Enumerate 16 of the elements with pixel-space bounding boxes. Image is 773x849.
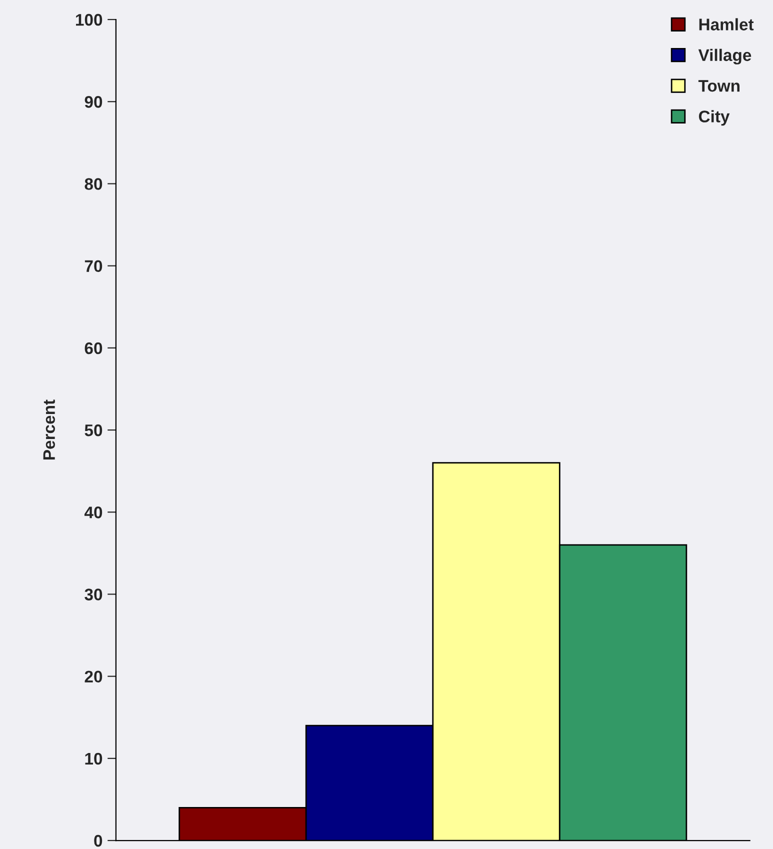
y-tick-label: 80 — [84, 178, 102, 190]
y-axis-title: Percent — [43, 400, 55, 460]
y-tick-label: 100 — [76, 14, 102, 26]
legend-label: City — [698, 110, 730, 126]
y-tick-label: 10 — [85, 752, 102, 765]
y-tick-label: 70 — [84, 260, 102, 272]
legend-label: Hamlet — [699, 18, 754, 30]
y-tick-label: 60 — [84, 342, 102, 354]
y-tick-label: 90 — [84, 96, 102, 108]
legend-label: Village — [698, 48, 752, 64]
y-tick-label: 20 — [84, 670, 102, 683]
y-tick-label: 30 — [84, 588, 102, 600]
y-tick-label: 50 — [84, 424, 102, 436]
y-tick-label: 40 — [84, 506, 102, 518]
y-tick-label: 0 — [94, 834, 102, 847]
legend-label: Town — [698, 80, 740, 92]
